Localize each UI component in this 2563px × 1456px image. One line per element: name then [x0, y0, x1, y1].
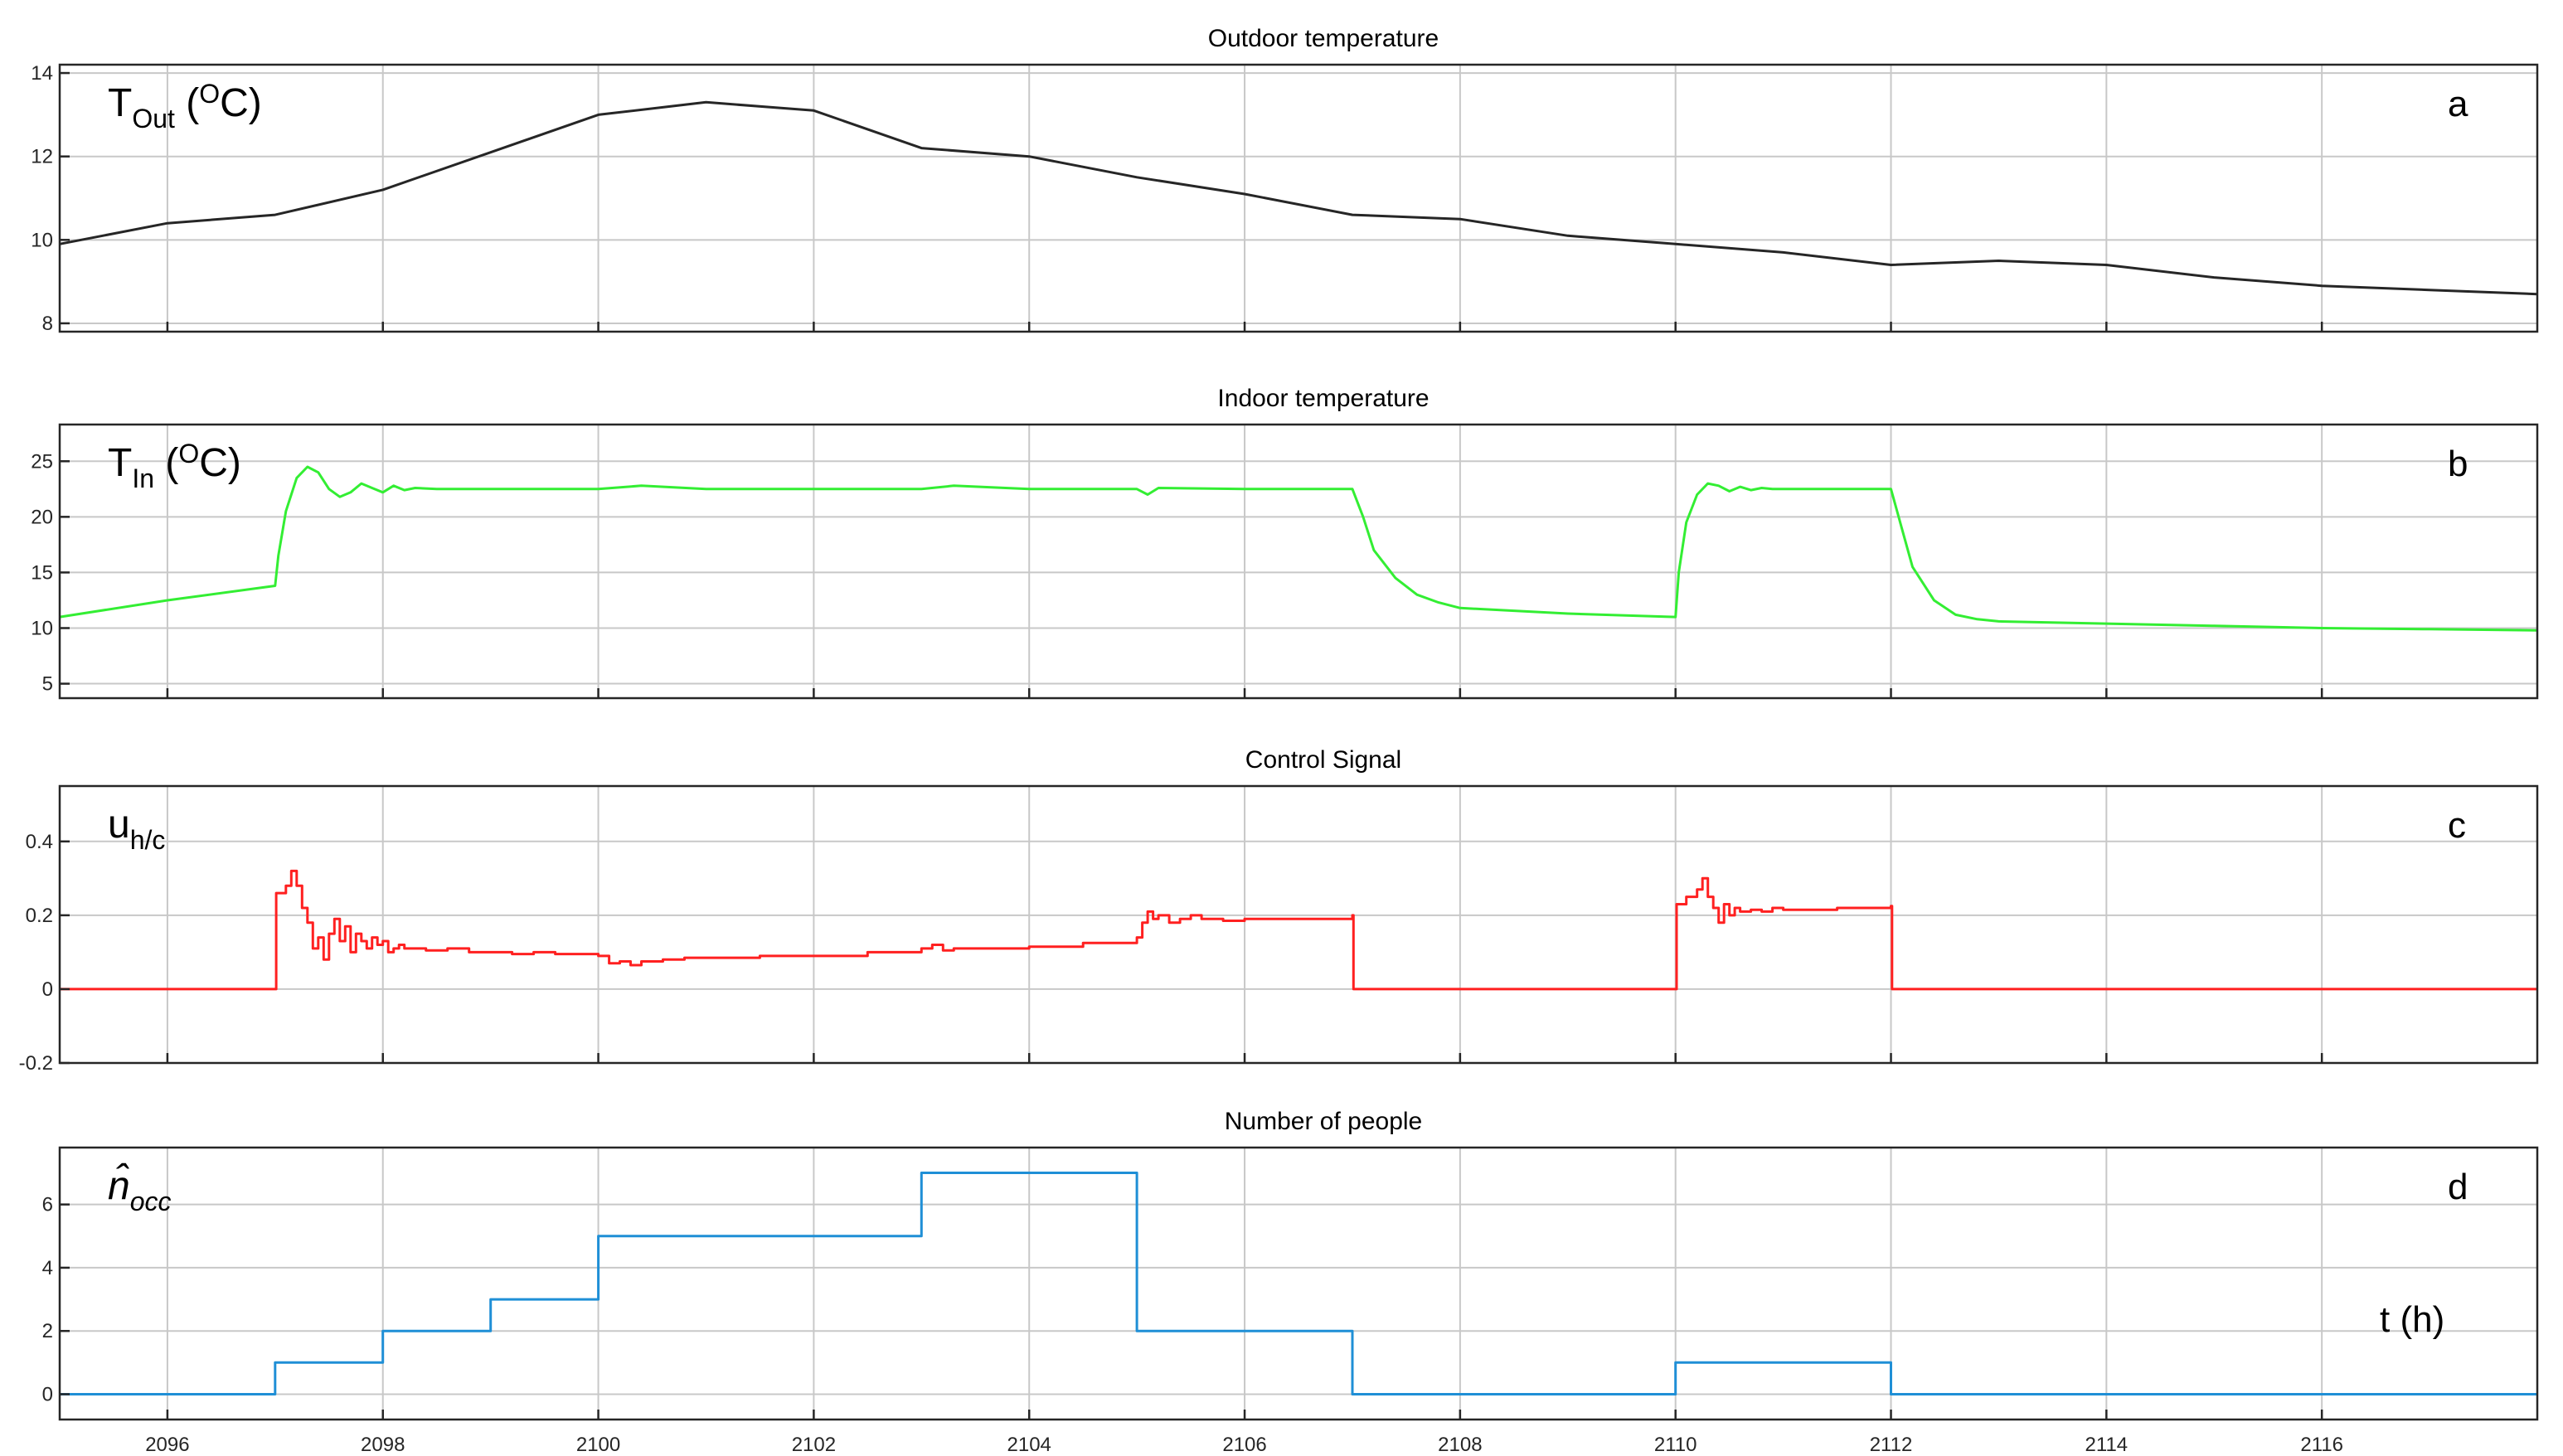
y-label-sup: O [178, 439, 199, 468]
y-axis-label: uh/c [108, 803, 165, 855]
x-tick-label: 2100 [576, 1434, 620, 1456]
y-tick-label: 12 [31, 146, 53, 168]
y-tick-label: 8 [42, 313, 53, 335]
plot-area [60, 65, 2537, 332]
axes-frame [58, 784, 2539, 1065]
y-tick-label: 0 [42, 978, 53, 1001]
y-label-sup: O [199, 79, 220, 109]
panel-letter: c [2448, 805, 2466, 846]
y-tick-label: 4 [42, 1257, 53, 1279]
y-tick-label: 0.4 [26, 831, 53, 853]
y-tick-label: 0.2 [26, 905, 53, 927]
x-tick-label: 2096 [145, 1434, 189, 1456]
y-label-sub: h/c [130, 825, 166, 855]
chart-panel-d: 0 2 4 6 2096 2098 2100 2102 2104 2106 2108 2110 2112… [42, 1108, 2539, 1456]
x-tick-label: 2102 [792, 1434, 836, 1456]
x-tick-label: 2104 [1007, 1434, 1051, 1456]
chart-panel-c: -0.2 0 0.2 0.4 Control Signal uh/c c [19, 746, 2539, 1075]
chart-panel-a: 8 10 12 14 Outdoor temperature TOut (OC) a [31, 25, 2539, 335]
y-tick-label: 25 [31, 450, 53, 473]
axes-frame [58, 63, 2539, 333]
series-line-b [59, 465, 2538, 632]
y-tick-label: 14 [31, 62, 53, 85]
y-axis-label: TIn (OC) [108, 439, 241, 493]
y-label-sub: Out [132, 104, 175, 133]
y-label-main: T [108, 441, 132, 485]
y-label-sub: In [132, 463, 154, 493]
y-tick-label: 10 [31, 229, 53, 251]
y-tick-label: 5 [42, 673, 53, 696]
x-tick-label: 2112 [1870, 1434, 1913, 1456]
y-axis-label: TOut (OC) [108, 79, 262, 133]
y-label-end: C) [199, 441, 241, 485]
y-tick-label: 2 [42, 1320, 53, 1342]
y-tick-label: -0.2 [19, 1052, 53, 1075]
y-label-rest: ( [154, 441, 178, 485]
panel-letter: d [2448, 1167, 2468, 1207]
x-tick-label: 2108 [1438, 1434, 1482, 1456]
y-label-main: T [108, 81, 132, 125]
x-tick-label: 2114 [2085, 1434, 2129, 1456]
y-label-rest: ( [175, 81, 199, 125]
plot-area [60, 786, 2537, 1063]
panel-title: Control Signal [1245, 746, 1401, 774]
y-label-sub: occ [130, 1187, 172, 1216]
y-tick-label: 10 [31, 617, 53, 639]
y-label-main: u [108, 803, 130, 847]
plot-area [60, 425, 2537, 698]
x-tick-label: 2098 [361, 1434, 405, 1456]
y-label-end: C) [220, 81, 262, 125]
y-label-main: n̂ [108, 1163, 130, 1208]
x-tick-label: 2106 [1222, 1434, 1266, 1456]
y-tick-label: 15 [31, 561, 53, 584]
plot-area [60, 1148, 2537, 1420]
x-axis-label: t (h) [2380, 1299, 2444, 1340]
axes-frame [58, 1146, 2539, 1421]
axes-frame [58, 423, 2539, 700]
series-line-a [59, 100, 2538, 296]
panel-letter: b [2448, 444, 2468, 484]
series-line-d [60, 1172, 2537, 1395]
series-line-c [60, 869, 2537, 991]
y-axis-label: n̂occ [108, 1163, 172, 1216]
panel-title: Indoor temperature [1217, 385, 1429, 412]
panel-title: Number of people [1225, 1108, 1422, 1135]
panel-title: Outdoor temperature [1208, 25, 1439, 52]
y-tick-label: 6 [42, 1194, 53, 1216]
x-tick-label: 2110 [1654, 1434, 1697, 1456]
panel-letter: a [2448, 84, 2468, 124]
y-tick-label: 0 [42, 1383, 53, 1405]
y-tick-label: 20 [31, 506, 53, 528]
x-tick-label: 2116 [2300, 1434, 2343, 1456]
chart-panel-b: 5 10 15 20 25 Indoor temperature TIn (OC) b [31, 385, 2539, 700]
